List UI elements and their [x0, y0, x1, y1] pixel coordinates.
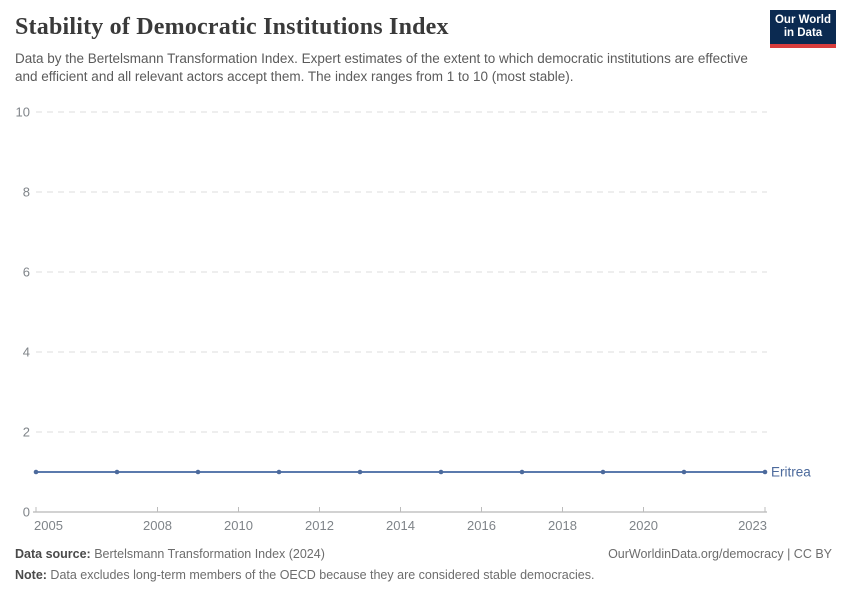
data-point[interactable]	[357, 469, 363, 475]
x-axis-tick-label: 2005	[34, 518, 63, 533]
chart-footer: Data source: Bertelsmann Transformation …	[15, 547, 832, 582]
data-point[interactable]	[276, 469, 282, 475]
data-point[interactable]	[681, 469, 687, 475]
data-point[interactable]	[33, 469, 39, 475]
x-axis-tick-label: 2018	[548, 518, 577, 533]
chart-header: Stability of Democratic Institutions Ind…	[15, 10, 836, 85]
x-axis-tick-label: 2014	[386, 518, 415, 533]
chart-subtitle: Data by the Bertelsmann Transformation I…	[15, 51, 748, 84]
x-axis-tick-label: 2016	[467, 518, 496, 533]
y-axis-tick-label: 4	[23, 345, 30, 360]
data-point[interactable]	[600, 469, 606, 475]
y-axis-tick-label: 8	[23, 185, 30, 200]
x-axis-tick-label: 2008	[143, 518, 172, 533]
x-axis-tick-label: 2023	[738, 518, 767, 533]
owid-logo-line1: Our World	[774, 14, 831, 26]
x-axis-tick-label: 2010	[224, 518, 253, 533]
data-source: Data source: Bertelsmann Transformation …	[15, 547, 325, 561]
y-axis-tick-label: 6	[23, 265, 30, 280]
note-value: Data excludes long-term members of the O…	[46, 568, 595, 582]
owid-logo[interactable]: Our World in Data	[770, 10, 836, 48]
data-point[interactable]	[114, 469, 120, 475]
line-chart[interactable]: 0 2 4 6 8 10 2005 2008 2010 2012 2014 2016 2018 2020 2…	[0, 0, 850, 542]
x-axis-tick-label: 2020	[629, 518, 658, 533]
data-point[interactable]	[438, 469, 444, 475]
data-point[interactable]	[195, 469, 201, 475]
data-point[interactable]	[519, 469, 525, 475]
license-link[interactable]: OurWorldinData.org/democracy | CC BY	[608, 547, 832, 561]
entity-label[interactable]: Eritrea	[771, 465, 811, 480]
y-axis-tick-label: 0	[23, 505, 30, 520]
owid-logo-line2: in Data	[783, 27, 823, 39]
chart-note: Note: Data excludes long-term members of…	[15, 568, 832, 582]
y-axis-tick-label: 2	[23, 425, 30, 440]
data-source-value: Bertelsmann Transformation Index (2024)	[90, 547, 325, 561]
y-axis-tick-label: 10	[16, 105, 30, 120]
data-point[interactable]	[762, 469, 768, 475]
page-title: Stability of Democratic Institutions Ind…	[15, 14, 449, 40]
note-label: Note:	[15, 568, 47, 582]
x-axis-tick-label: 2012	[305, 518, 334, 533]
data-source-label: Data source:	[15, 547, 91, 561]
